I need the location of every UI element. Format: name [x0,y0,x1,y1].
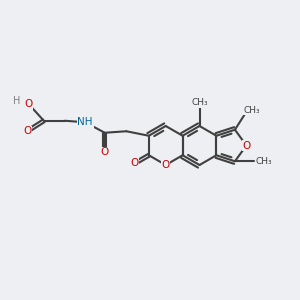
Text: O: O [100,147,109,157]
Text: O: O [23,126,32,136]
Text: CH₃: CH₃ [256,157,272,166]
Text: H: H [13,96,20,106]
Text: CH₃: CH₃ [243,106,260,115]
Text: O: O [25,99,33,109]
Text: O: O [242,140,250,151]
Text: NH: NH [77,117,93,127]
Text: O: O [130,158,139,169]
Text: CH₃: CH₃ [191,98,208,107]
Text: O: O [162,160,170,170]
